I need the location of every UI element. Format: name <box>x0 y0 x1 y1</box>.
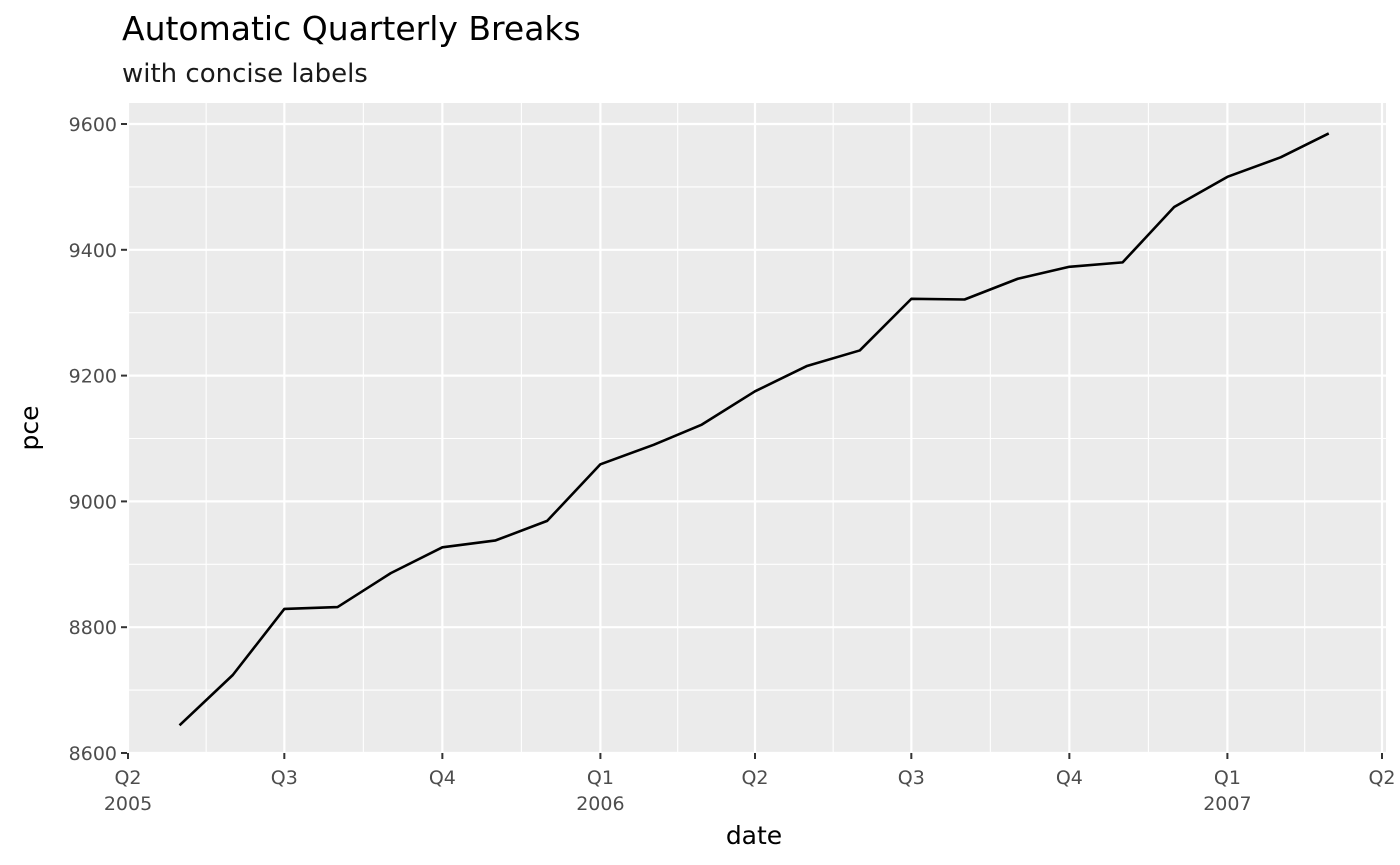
y-tick-label: 9200 <box>69 366 117 388</box>
y-axis-title: pce <box>15 406 44 451</box>
plot-panel <box>127 103 1386 753</box>
x-tick-label: Q2 <box>1368 767 1395 789</box>
x-tick-label: Q3 <box>271 767 298 789</box>
x-tick-label: Q2 <box>114 767 141 789</box>
y-tick-label: 9600 <box>69 114 117 136</box>
y-tick-label: 9400 <box>69 240 117 262</box>
x-tick-year-label: 2006 <box>576 793 624 815</box>
x-tick-label: Q4 <box>429 767 456 789</box>
y-tick-label: 8600 <box>69 743 117 765</box>
chart-subtitle: with concise labels <box>122 59 368 89</box>
x-tick-label: Q3 <box>898 767 925 789</box>
x-tick-year-label: 2005 <box>104 793 152 815</box>
grid-lines <box>126 103 1386 755</box>
x-tick-year-label: 2007 <box>1203 793 1251 815</box>
y-tick-label: 8800 <box>69 617 117 639</box>
x-axis-title: date <box>726 821 782 850</box>
y-tick-label: 9000 <box>69 491 117 513</box>
x-tick-label: Q1 <box>1214 767 1241 789</box>
series-line <box>178 132 1330 727</box>
series-layer <box>178 132 1330 727</box>
x-tick-label: Q4 <box>1056 767 1083 789</box>
x-tick-label: Q1 <box>587 767 614 789</box>
x-tick-label: Q2 <box>741 767 768 789</box>
chart-title: Automatic Quarterly Breaks <box>122 9 581 48</box>
